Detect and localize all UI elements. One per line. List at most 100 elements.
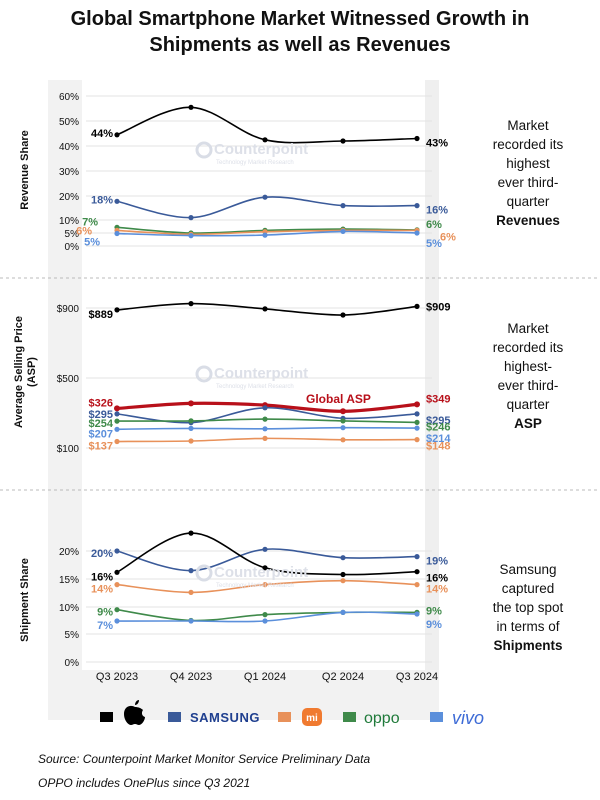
side-annotation-line: recorded its — [493, 137, 564, 152]
data-point-xiaomi — [114, 582, 120, 588]
data-point-oppo — [262, 416, 268, 422]
data-point-xiaomi — [340, 578, 346, 584]
watermark-subtext: Technology Market Research — [216, 384, 294, 390]
data-point-apple — [262, 137, 268, 143]
data-point-apple — [188, 104, 194, 110]
data-point-samsung — [340, 203, 346, 209]
y-tick-label: 60% — [59, 92, 79, 103]
data-point-vivo — [114, 618, 120, 624]
end-label-samsung: $295 — [426, 415, 450, 427]
watermark-subtext: Technology Market Research — [216, 583, 294, 589]
end-label-apple: 43% — [426, 138, 448, 150]
x-tick-label: Q4 2023 — [170, 671, 212, 683]
x-tick-label: Q3 2024 — [396, 671, 438, 683]
y-axis-label: Shipment Share — [19, 558, 31, 642]
y-axis-label: Revenue Share — [19, 130, 31, 209]
data-point-apple — [340, 571, 346, 578]
data-point-vivo — [188, 233, 194, 239]
oppo-wordmark: oppo — [364, 710, 400, 727]
data-point-xiaomi — [188, 438, 194, 444]
data-point-xiaomi — [414, 582, 420, 588]
data-point-xiaomi — [262, 582, 268, 588]
data-point-oppo — [188, 418, 194, 424]
side-annotation-line: Market — [507, 118, 549, 133]
data-point-apple — [114, 132, 120, 138]
side-annotation-line: highest — [506, 156, 550, 171]
end-label-oppo: 9% — [426, 605, 442, 617]
y-tick-label: 10% — [59, 603, 79, 614]
x-tick-label: Q1 2024 — [244, 671, 286, 683]
data-point-xiaomi — [340, 437, 346, 443]
start-label-xiaomi: 14% — [91, 584, 113, 596]
data-point-vivo — [340, 609, 346, 616]
side-annotation-line: the top spot — [493, 600, 564, 615]
side-annotation-line: in terms of — [496, 619, 559, 634]
data-point-apple — [114, 307, 120, 313]
data-point-samsung — [414, 554, 420, 560]
x-tick-label: Q2 2024 — [322, 671, 364, 683]
y-axis-label: Average Selling Price — [13, 316, 25, 428]
y-tick-label: $900 — [57, 304, 80, 315]
data-point-samsung — [114, 198, 120, 204]
start-label-vivo: 7% — [97, 620, 113, 632]
data-point-apple — [340, 138, 346, 144]
x-tick-label: Q3 2023 — [96, 671, 138, 683]
start-label-oppo: 7% — [82, 216, 98, 228]
data-point-samsung — [188, 215, 194, 221]
side-annotation-line: quarter — [507, 194, 550, 209]
data-point-vivo — [262, 426, 268, 432]
y-tick-label: 20% — [59, 547, 79, 558]
end-label-global: $349 — [426, 393, 450, 405]
side-annotation-line: ever third- — [498, 175, 559, 190]
chart-title: Global Smartphone Market Witnessed Growt… — [0, 6, 600, 58]
end-label-vivo: 9% — [426, 619, 442, 631]
start-label-global: $326 — [89, 397, 113, 409]
data-point-apple — [114, 569, 120, 575]
data-point-global — [414, 401, 420, 408]
start-label-samsung: $295 — [89, 409, 113, 421]
data-point-vivo — [414, 230, 420, 236]
end-label-samsung: 16% — [426, 205, 448, 217]
y-axis-label: (ASP) — [26, 357, 38, 387]
start-label-samsung: 18% — [91, 194, 113, 206]
data-point-oppo — [414, 419, 420, 425]
data-point-samsung — [262, 546, 268, 552]
y-tick-label: 10% — [59, 216, 79, 227]
samsung-wordmark: SAMSUNG — [190, 710, 260, 725]
data-point-oppo — [114, 418, 120, 424]
side-annotation-bold: Shipments — [493, 638, 562, 653]
watermark-text: Counterpoint — [214, 141, 308, 158]
data-point-apple — [414, 569, 420, 575]
y-tick-label: 15% — [59, 575, 79, 586]
title-line-1: Global Smartphone Market Witnessed Growt… — [70, 8, 530, 30]
start-label-oppo: 9% — [97, 607, 113, 619]
side-annotation-line: Market — [507, 321, 549, 336]
footnote-oppo: OPPO includes OnePlus since Q3 2021 — [38, 776, 251, 790]
start-label-apple: 44% — [91, 128, 113, 140]
watermark-subtext: Technology Market Research — [216, 160, 294, 166]
data-point-apple — [262, 565, 268, 571]
data-point-apple — [414, 303, 420, 309]
y-tick-label: 30% — [59, 167, 79, 178]
data-point-samsung — [340, 555, 346, 561]
title-line-2: Shipments as well as Revenues — [149, 34, 451, 56]
data-point-apple — [262, 306, 268, 312]
data-point-samsung — [114, 548, 120, 554]
end-label-xiaomi: 6% — [440, 231, 456, 243]
side-annotation-line: quarter — [507, 397, 550, 412]
end-label-xiaomi: 14% — [426, 584, 448, 596]
data-point-oppo — [340, 418, 346, 424]
side-annotation-line: recorded its — [493, 340, 564, 355]
start-label-oppo: $254 — [89, 418, 114, 430]
y-tick-label: $500 — [57, 374, 80, 385]
data-point-samsung — [414, 203, 420, 209]
start-label-apple: 16% — [91, 571, 113, 583]
y-tick-label: 0% — [65, 242, 80, 253]
data-point-xiaomi — [262, 435, 268, 441]
start-label-vivo: $207 — [89, 428, 113, 440]
y-tick-label: $100 — [57, 444, 80, 455]
data-point-vivo — [340, 228, 346, 234]
data-point-xiaomi — [188, 589, 194, 596]
end-label-apple: $909 — [426, 301, 450, 313]
vivo-wordmark: vivo — [452, 708, 484, 728]
